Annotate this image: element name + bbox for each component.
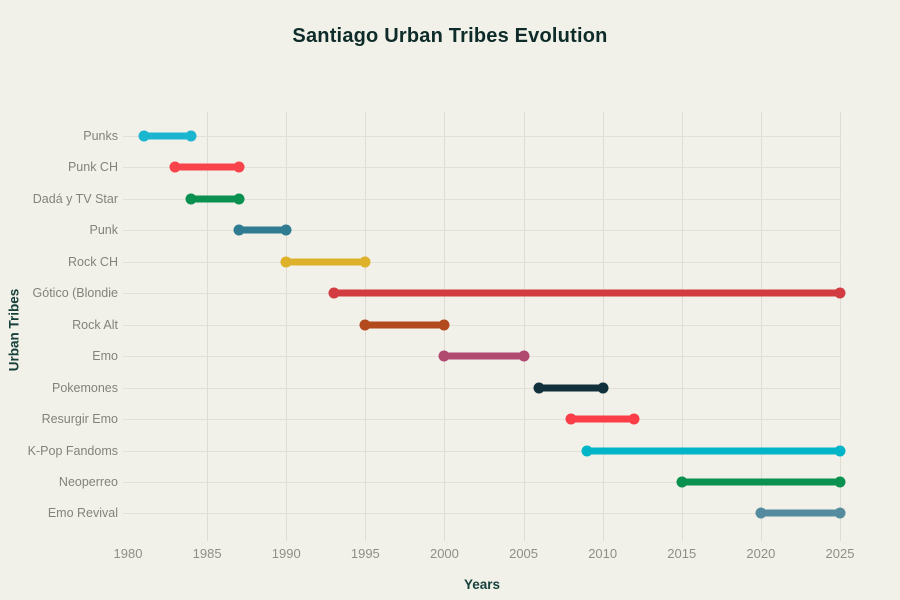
gantt-bar-end-cap bbox=[597, 382, 609, 394]
gridline-horizontal bbox=[123, 261, 841, 263]
category-label: Emo bbox=[92, 349, 118, 364]
gridline-vertical bbox=[681, 112, 683, 541]
gantt-bar-start-cap bbox=[280, 256, 292, 268]
category-label: Rock CH bbox=[67, 254, 118, 269]
gantt-bar bbox=[175, 163, 239, 171]
x-tick-label: 1990 bbox=[271, 546, 301, 561]
gantt-bar-end-cap bbox=[359, 256, 371, 268]
category-label: Punk bbox=[89, 223, 119, 238]
gantt-bar bbox=[539, 384, 603, 392]
gantt-bar-end-cap bbox=[834, 287, 846, 299]
x-tick-label: 2010 bbox=[588, 546, 618, 561]
gantt-bar-start-cap bbox=[581, 445, 593, 456]
x-tick-label: 1980 bbox=[113, 546, 143, 561]
gantt-bar-start-cap bbox=[138, 130, 150, 142]
category-label: Resurgir Emo bbox=[41, 412, 118, 427]
x-tick-label: 1985 bbox=[192, 546, 222, 561]
gridline-horizontal bbox=[123, 324, 841, 326]
gridline-horizontal bbox=[123, 136, 841, 137]
gantt-bar-end-cap bbox=[233, 193, 245, 205]
gantt-bar-start-cap bbox=[169, 161, 181, 173]
gantt-bar-end-cap bbox=[518, 350, 530, 362]
gantt-bar-start-cap bbox=[565, 413, 577, 425]
gantt-bar-start-cap bbox=[328, 287, 340, 299]
gridline-vertical bbox=[286, 112, 288, 541]
gantt-bar-end-cap bbox=[834, 445, 846, 456]
category-label: Rock Alt bbox=[72, 317, 118, 332]
gantt-bar bbox=[286, 258, 366, 266]
category-label: Emo Revival bbox=[47, 506, 118, 521]
gantt-bar-start-cap bbox=[755, 507, 767, 519]
gantt-bar-end-cap bbox=[628, 413, 640, 425]
gridline-horizontal bbox=[123, 387, 841, 389]
gantt-bar-start-cap bbox=[676, 476, 688, 488]
gantt-bar-end-cap bbox=[438, 319, 450, 331]
gantt-bar-end-cap bbox=[280, 224, 292, 236]
gantt-bar bbox=[586, 447, 840, 454]
gridline-vertical bbox=[523, 112, 525, 541]
x-tick-label: 2000 bbox=[429, 546, 459, 561]
gridline-vertical bbox=[602, 112, 604, 541]
category-label: Dadá y TV Star bbox=[32, 191, 118, 206]
gridline-horizontal bbox=[123, 481, 841, 483]
gantt-bar-start-cap bbox=[438, 350, 450, 362]
gantt-bar-end-cap bbox=[185, 130, 197, 142]
gridline-vertical bbox=[760, 112, 762, 541]
category-label: Pokemones bbox=[51, 380, 118, 395]
gantt-bar-start-cap bbox=[533, 382, 545, 394]
gantt-bar bbox=[365, 321, 445, 329]
category-label: K-Pop Fandoms bbox=[27, 443, 118, 458]
gantt-bar-end-cap bbox=[233, 161, 245, 173]
gantt-bar-start-cap bbox=[359, 319, 371, 331]
gridline-horizontal bbox=[123, 167, 841, 169]
gridline-vertical bbox=[840, 112, 841, 541]
gridline-vertical bbox=[207, 112, 209, 541]
x-tick-label: 2015 bbox=[667, 546, 697, 561]
category-label: Punks bbox=[83, 129, 118, 143]
gridline-horizontal bbox=[123, 419, 841, 421]
gantt-bar-end-cap bbox=[834, 507, 846, 519]
gantt-bar-start-cap bbox=[185, 193, 197, 205]
gantt-bar bbox=[681, 478, 840, 486]
gantt-bar bbox=[143, 132, 192, 140]
gantt-bar bbox=[571, 415, 635, 423]
gridline-horizontal bbox=[123, 230, 841, 232]
x-tick-label: 1995 bbox=[350, 546, 380, 561]
x-axis-label: Years bbox=[463, 577, 501, 592]
category-label: Punk CH bbox=[67, 160, 118, 175]
gantt-bar bbox=[191, 195, 239, 203]
gantt-bar-end-cap bbox=[834, 476, 846, 488]
gridline-horizontal bbox=[123, 513, 841, 515]
x-tick-label: 2020 bbox=[746, 546, 776, 561]
chart-title: Santiago Urban Tribes Evolution bbox=[292, 25, 608, 47]
gridline-horizontal bbox=[123, 450, 841, 452]
gantt-bar bbox=[444, 352, 524, 360]
category-label: Gótico (Blondie bbox=[32, 286, 118, 301]
gantt-bar bbox=[760, 509, 840, 517]
category-label: Neoperreo bbox=[58, 474, 118, 489]
gantt-bar bbox=[238, 226, 287, 234]
gantt-bar bbox=[333, 289, 840, 297]
gantt-bar-start-cap bbox=[233, 224, 245, 236]
gridline-horizontal bbox=[123, 198, 841, 200]
x-tick-label: 2005 bbox=[509, 546, 539, 561]
x-tick-label: 2025 bbox=[825, 546, 855, 561]
